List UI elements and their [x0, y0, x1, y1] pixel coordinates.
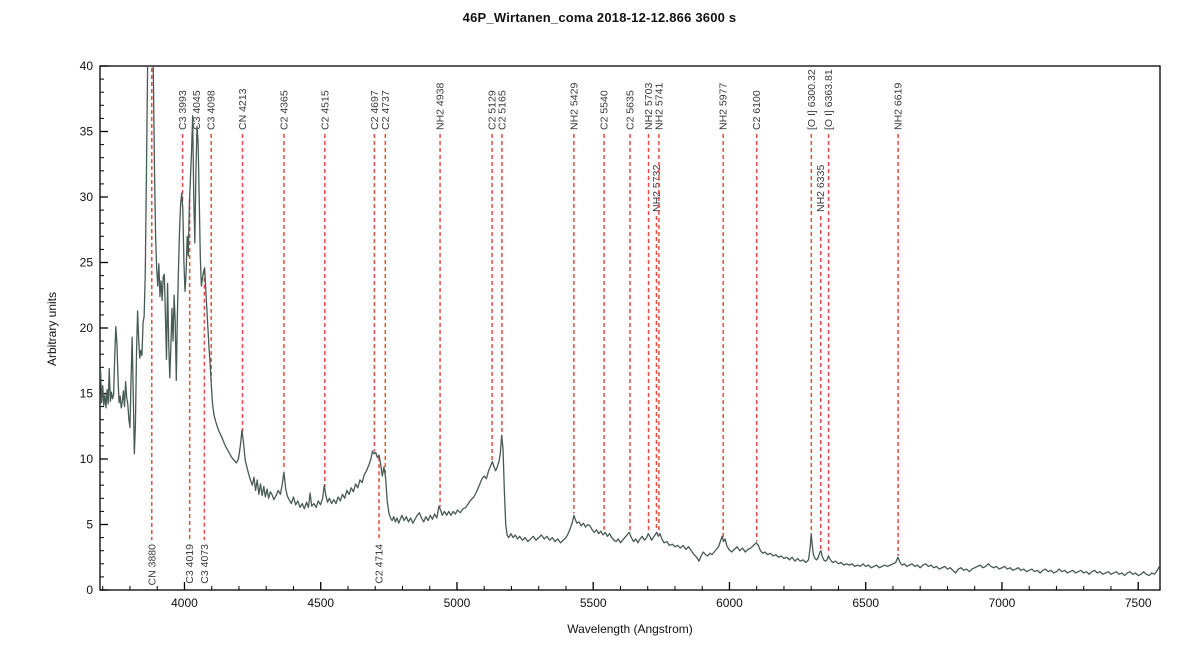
x-tick-label: 4000 [171, 596, 198, 610]
spectral-marker-label: CN 3880 [146, 544, 158, 586]
spectral-marker-label: NH2 5977 [718, 83, 730, 130]
spectral-marker-label: C3 4019 [184, 544, 196, 584]
spectral-marker-label: C2 4697 [369, 90, 381, 130]
x-tick-label: 5000 [444, 596, 471, 610]
spectral-marker-label: C2 5540 [599, 90, 611, 130]
spectral-marker-label: C2 4365 [278, 90, 290, 130]
spectral-marker-label: [O I] 6300.32 [806, 69, 818, 130]
spectral-marker-label: C2 4515 [319, 90, 331, 130]
spectral-marker-label: NH2 5703 [643, 83, 655, 130]
spectral-marker-label: NH2 6619 [893, 83, 905, 130]
spectral-marker-label: C2 4714 [374, 544, 386, 584]
spectral-marker-label: C2 6100 [751, 90, 763, 130]
spectral-marker-label: C2 5129 [487, 90, 499, 130]
spectral-marker-label: NH2 4938 [435, 83, 447, 130]
y-tick-label: 35 [80, 125, 94, 139]
spectral-marker-label: C3 3993 [177, 90, 189, 130]
y-tick-label: 40 [80, 59, 94, 73]
y-tick-label: 15 [80, 387, 94, 401]
spectrum-line [100, 66, 1160, 577]
x-tick-label: 4500 [307, 596, 334, 610]
y-axis-label: Arbitrary units [45, 291, 59, 367]
chart-title: 46P_Wirtanen_coma 2018-12-12.866 3600 s [462, 10, 737, 25]
x-tick-label: 6000 [716, 596, 743, 610]
spectral-marker-label: CN 4213 [237, 88, 249, 130]
plot-frame [99, 65, 1161, 591]
x-tick-label: 6500 [852, 596, 879, 610]
x-tick-label: 7500 [1125, 596, 1152, 610]
y-tick-label: 0 [86, 583, 93, 597]
y-tick-label: 10 [80, 452, 94, 466]
spectral-marker-label: NH2 5741 [653, 83, 665, 130]
spectral-marker-label: [O I] 6363.81 [823, 69, 835, 130]
spectral-marker-label: C2 5165 [496, 90, 508, 130]
spectral-marker-label: NH2 5429 [568, 83, 580, 130]
x-axis-label: Wavelength (Angstrom) [567, 622, 693, 636]
x-tick-label: 7000 [989, 596, 1016, 610]
spectral-marker-label: NH2 6335 [815, 165, 827, 212]
y-tick-label: 25 [80, 256, 94, 270]
spectral-marker-label: C2 4737 [380, 90, 392, 130]
spectral-marker-label: C3 4098 [206, 90, 218, 130]
x-tick-label: 5500 [580, 596, 607, 610]
y-tick-label: 30 [80, 190, 94, 204]
spectral-marker-label: NH2 5732 [651, 165, 663, 212]
spectral-marker-label: C3 4073 [199, 544, 211, 584]
y-tick-label: 20 [80, 321, 94, 335]
spectral-marker-label: C2 5635 [625, 90, 637, 130]
y-tick-label: 5 [86, 518, 93, 532]
spectral-marker-label: C3 4045 [191, 90, 203, 130]
